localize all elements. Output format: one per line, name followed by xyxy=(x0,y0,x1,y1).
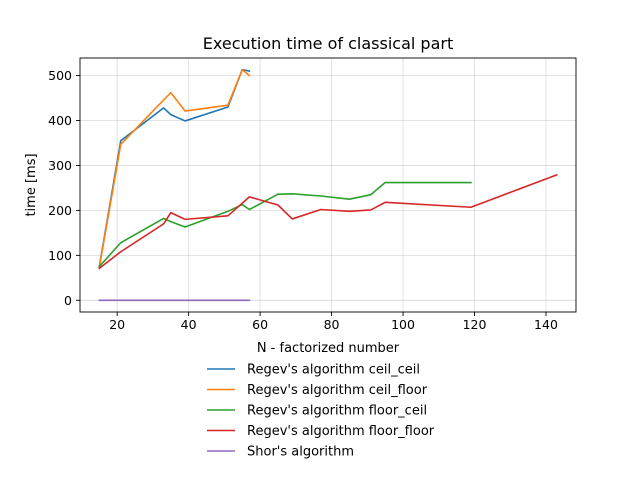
y-tick-label: 400 xyxy=(48,113,72,128)
legend-label: Regev's algorithm floor_floor xyxy=(247,424,435,439)
chart-title: Execution time of classical part xyxy=(203,34,453,53)
x-tick-label: 40 xyxy=(181,317,197,332)
y-tick-label: 300 xyxy=(48,158,72,173)
x-tick-label: 80 xyxy=(324,317,340,332)
x-tick-label: 20 xyxy=(109,317,125,332)
series-line-2 xyxy=(98,68,251,269)
legend-label: Shor's algorithm xyxy=(247,445,354,460)
x-tick-label: 60 xyxy=(252,317,268,332)
y-tick-label: 0 xyxy=(64,293,72,308)
y-axis-label: time [ms] xyxy=(24,153,39,216)
legend-label: Regev's algorithm ceil_ceil xyxy=(247,363,420,378)
series-line-3 xyxy=(98,181,472,268)
y-tick-label: 100 xyxy=(48,248,72,263)
x-tick-label: 140 xyxy=(534,317,558,332)
legend-label: Regev's algorithm ceil_floor xyxy=(247,383,428,398)
plot-frame xyxy=(79,57,577,313)
y-axis-ticks: 0 100 200 300 400 500 xyxy=(48,68,80,308)
x-tick-label: 120 xyxy=(463,317,487,332)
x-axis-label: N - factorized number xyxy=(257,341,400,356)
y-tick-label: 200 xyxy=(48,203,72,218)
legend: Regev's algorithm ceil_ceil Regev's algor… xyxy=(207,363,435,460)
grid xyxy=(80,58,576,312)
x-axis-ticks: 20 40 60 80 100 120 140 xyxy=(109,312,558,332)
y-tick-label: 500 xyxy=(48,68,72,83)
series-line-1 xyxy=(98,68,251,268)
legend-label: Regev's algorithm floor_ceil xyxy=(247,404,427,419)
series-layer xyxy=(98,68,558,302)
x-tick-label: 100 xyxy=(391,317,415,332)
series-line-4 xyxy=(98,173,558,270)
